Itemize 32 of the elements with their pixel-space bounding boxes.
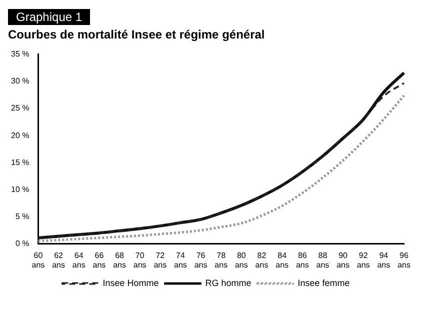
x-tick-label: 92 ans — [356, 250, 370, 270]
x-tick-label: 86 ans — [296, 250, 309, 270]
x-tick-label: 74 ans — [174, 250, 187, 270]
legend-label: RG homme — [205, 278, 252, 288]
chart-title: Courbes de mortalité Insee et régime général — [8, 28, 265, 42]
x-tick-label: 68 ans — [113, 250, 126, 270]
x-tick-label: 82 ans — [255, 250, 268, 270]
y-tick-label: 10 % — [11, 184, 30, 194]
x-tick-label: 66 ans — [92, 250, 106, 270]
legend-label: Insee femme — [298, 278, 350, 288]
y-tick-label: 5 % — [15, 212, 30, 221]
x-tick-label: 78 ans — [214, 250, 228, 270]
x-tick-label: 96 ans — [398, 250, 410, 270]
y-tick-label: 30 % — [11, 76, 30, 86]
y-tick-label: 15 % — [11, 158, 30, 167]
x-tick-label: 94 ans — [377, 250, 390, 270]
legend-label: Insee Homme — [102, 278, 159, 288]
x-tick-label: 62 ans — [52, 250, 66, 270]
x-tick-label: 70 ans — [133, 250, 146, 270]
x-tick-label: 84 ans — [276, 250, 289, 270]
text: Graphique 1 — [8, 9, 90, 25]
x-tick-label: 64 ans — [72, 250, 86, 270]
x-tick-label: 60 ans — [32, 250, 45, 270]
y-tick-label: 0 % — [15, 239, 30, 248]
x-tick-label: 76 ans — [194, 250, 208, 270]
y-tick-label: 25 % — [11, 104, 30, 113]
y-tick-label: 35 % — [11, 50, 30, 59]
x-tick-label: 90 ans — [336, 250, 350, 270]
x-tick-label: 72 ans — [154, 250, 167, 270]
y-tick-label: 20 % — [11, 130, 30, 140]
x-tick-label: 88 ans — [316, 250, 330, 270]
x-tick-label: 80 ans — [234, 250, 248, 270]
